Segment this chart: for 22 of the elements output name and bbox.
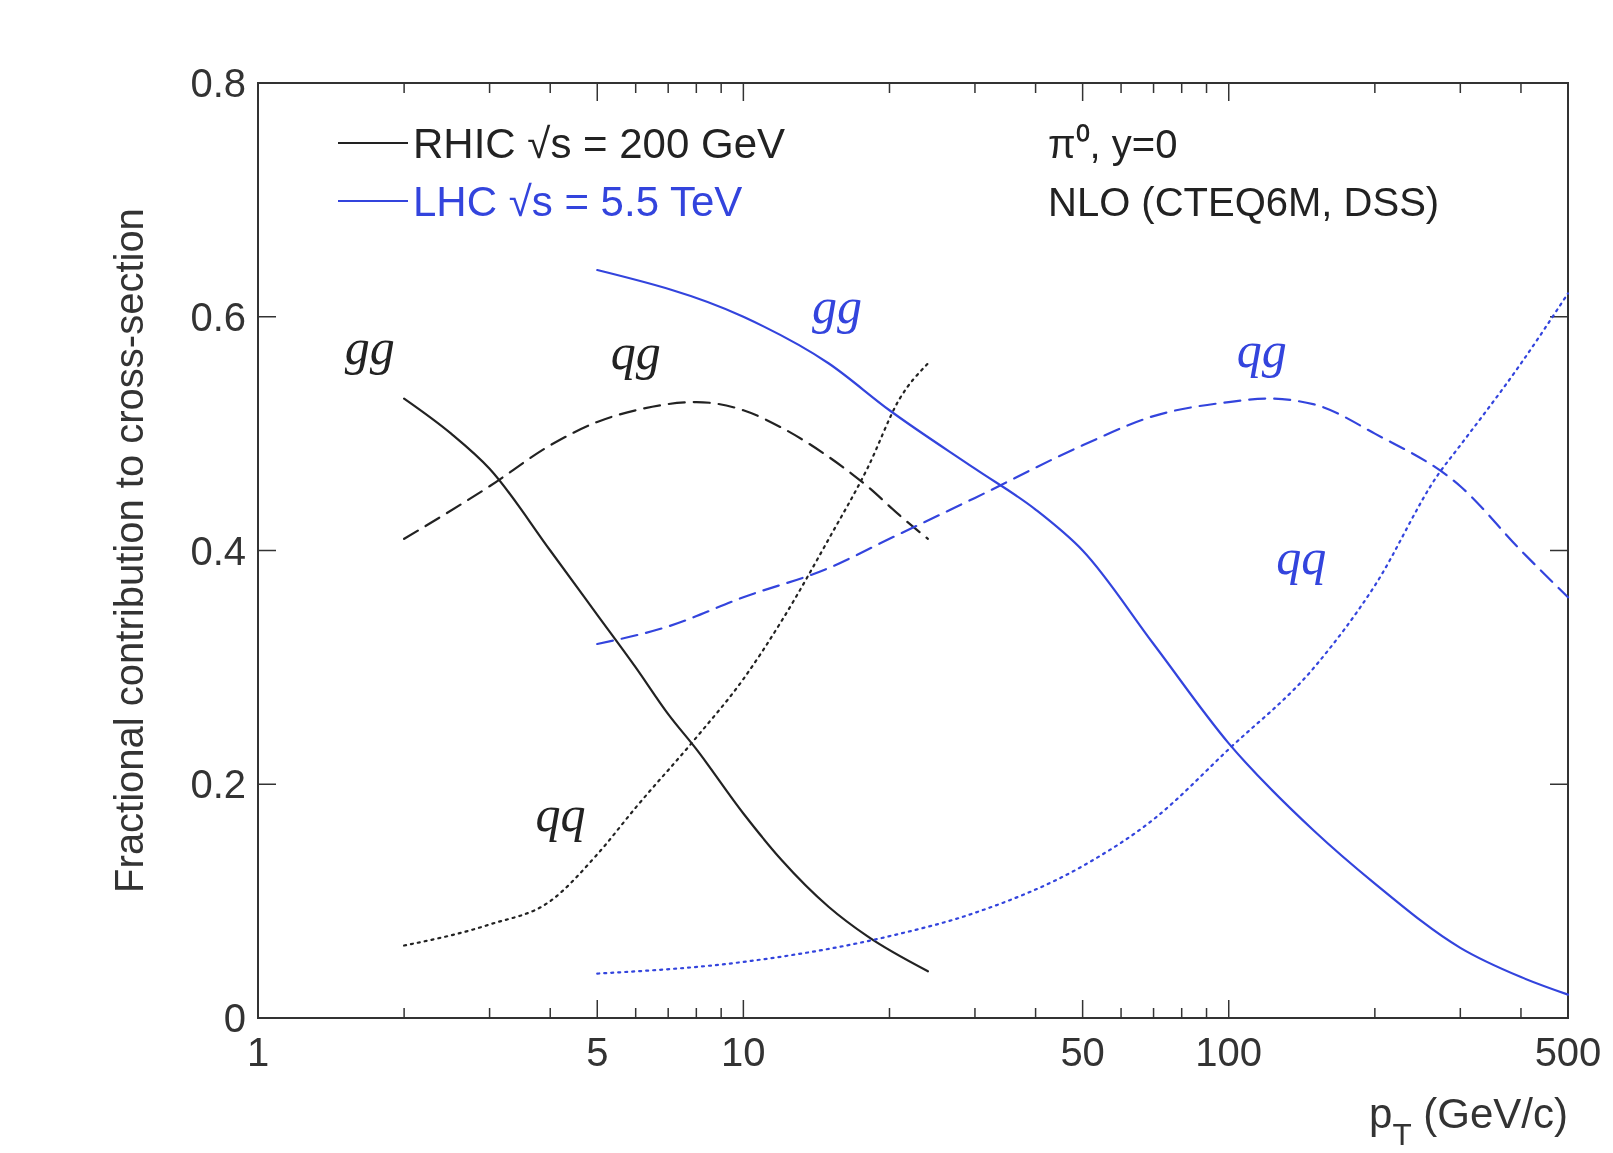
y-tick-label: 0 [223,996,246,1040]
x-tick-label: 50 [1060,1030,1105,1074]
y-tick-label: 0.2 [190,762,246,807]
x-tick-label: 5 [586,1030,609,1074]
annotation: NLO (CTEQ6M, DSS) [1048,180,1440,224]
annotation: gg [812,277,863,334]
legend-label: LHC √s = 5.5 TeV [413,178,743,225]
y-tick-label: 0.6 [190,294,246,339]
annotation: qq [535,786,586,842]
y-tick-label: 0.8 [190,61,246,105]
x-tick-label: 500 [1534,1030,1602,1074]
x-tick-label: 10 [721,1030,766,1074]
annotation: gg [344,318,395,375]
annotation: qg [610,324,661,381]
annotation: π⁰, y=0 [1048,122,1178,166]
legend-label: RHIC √s = 200 GeV [413,120,786,167]
annotation: qg [1236,322,1287,379]
x-tick-label: 1 [246,1030,270,1074]
y-axis-title: Fractional contribution to cross-section [107,208,151,893]
annotation: qq [1276,528,1327,585]
x-tick-label: 100 [1195,1030,1263,1074]
y-tick-label: 0.4 [190,528,246,573]
